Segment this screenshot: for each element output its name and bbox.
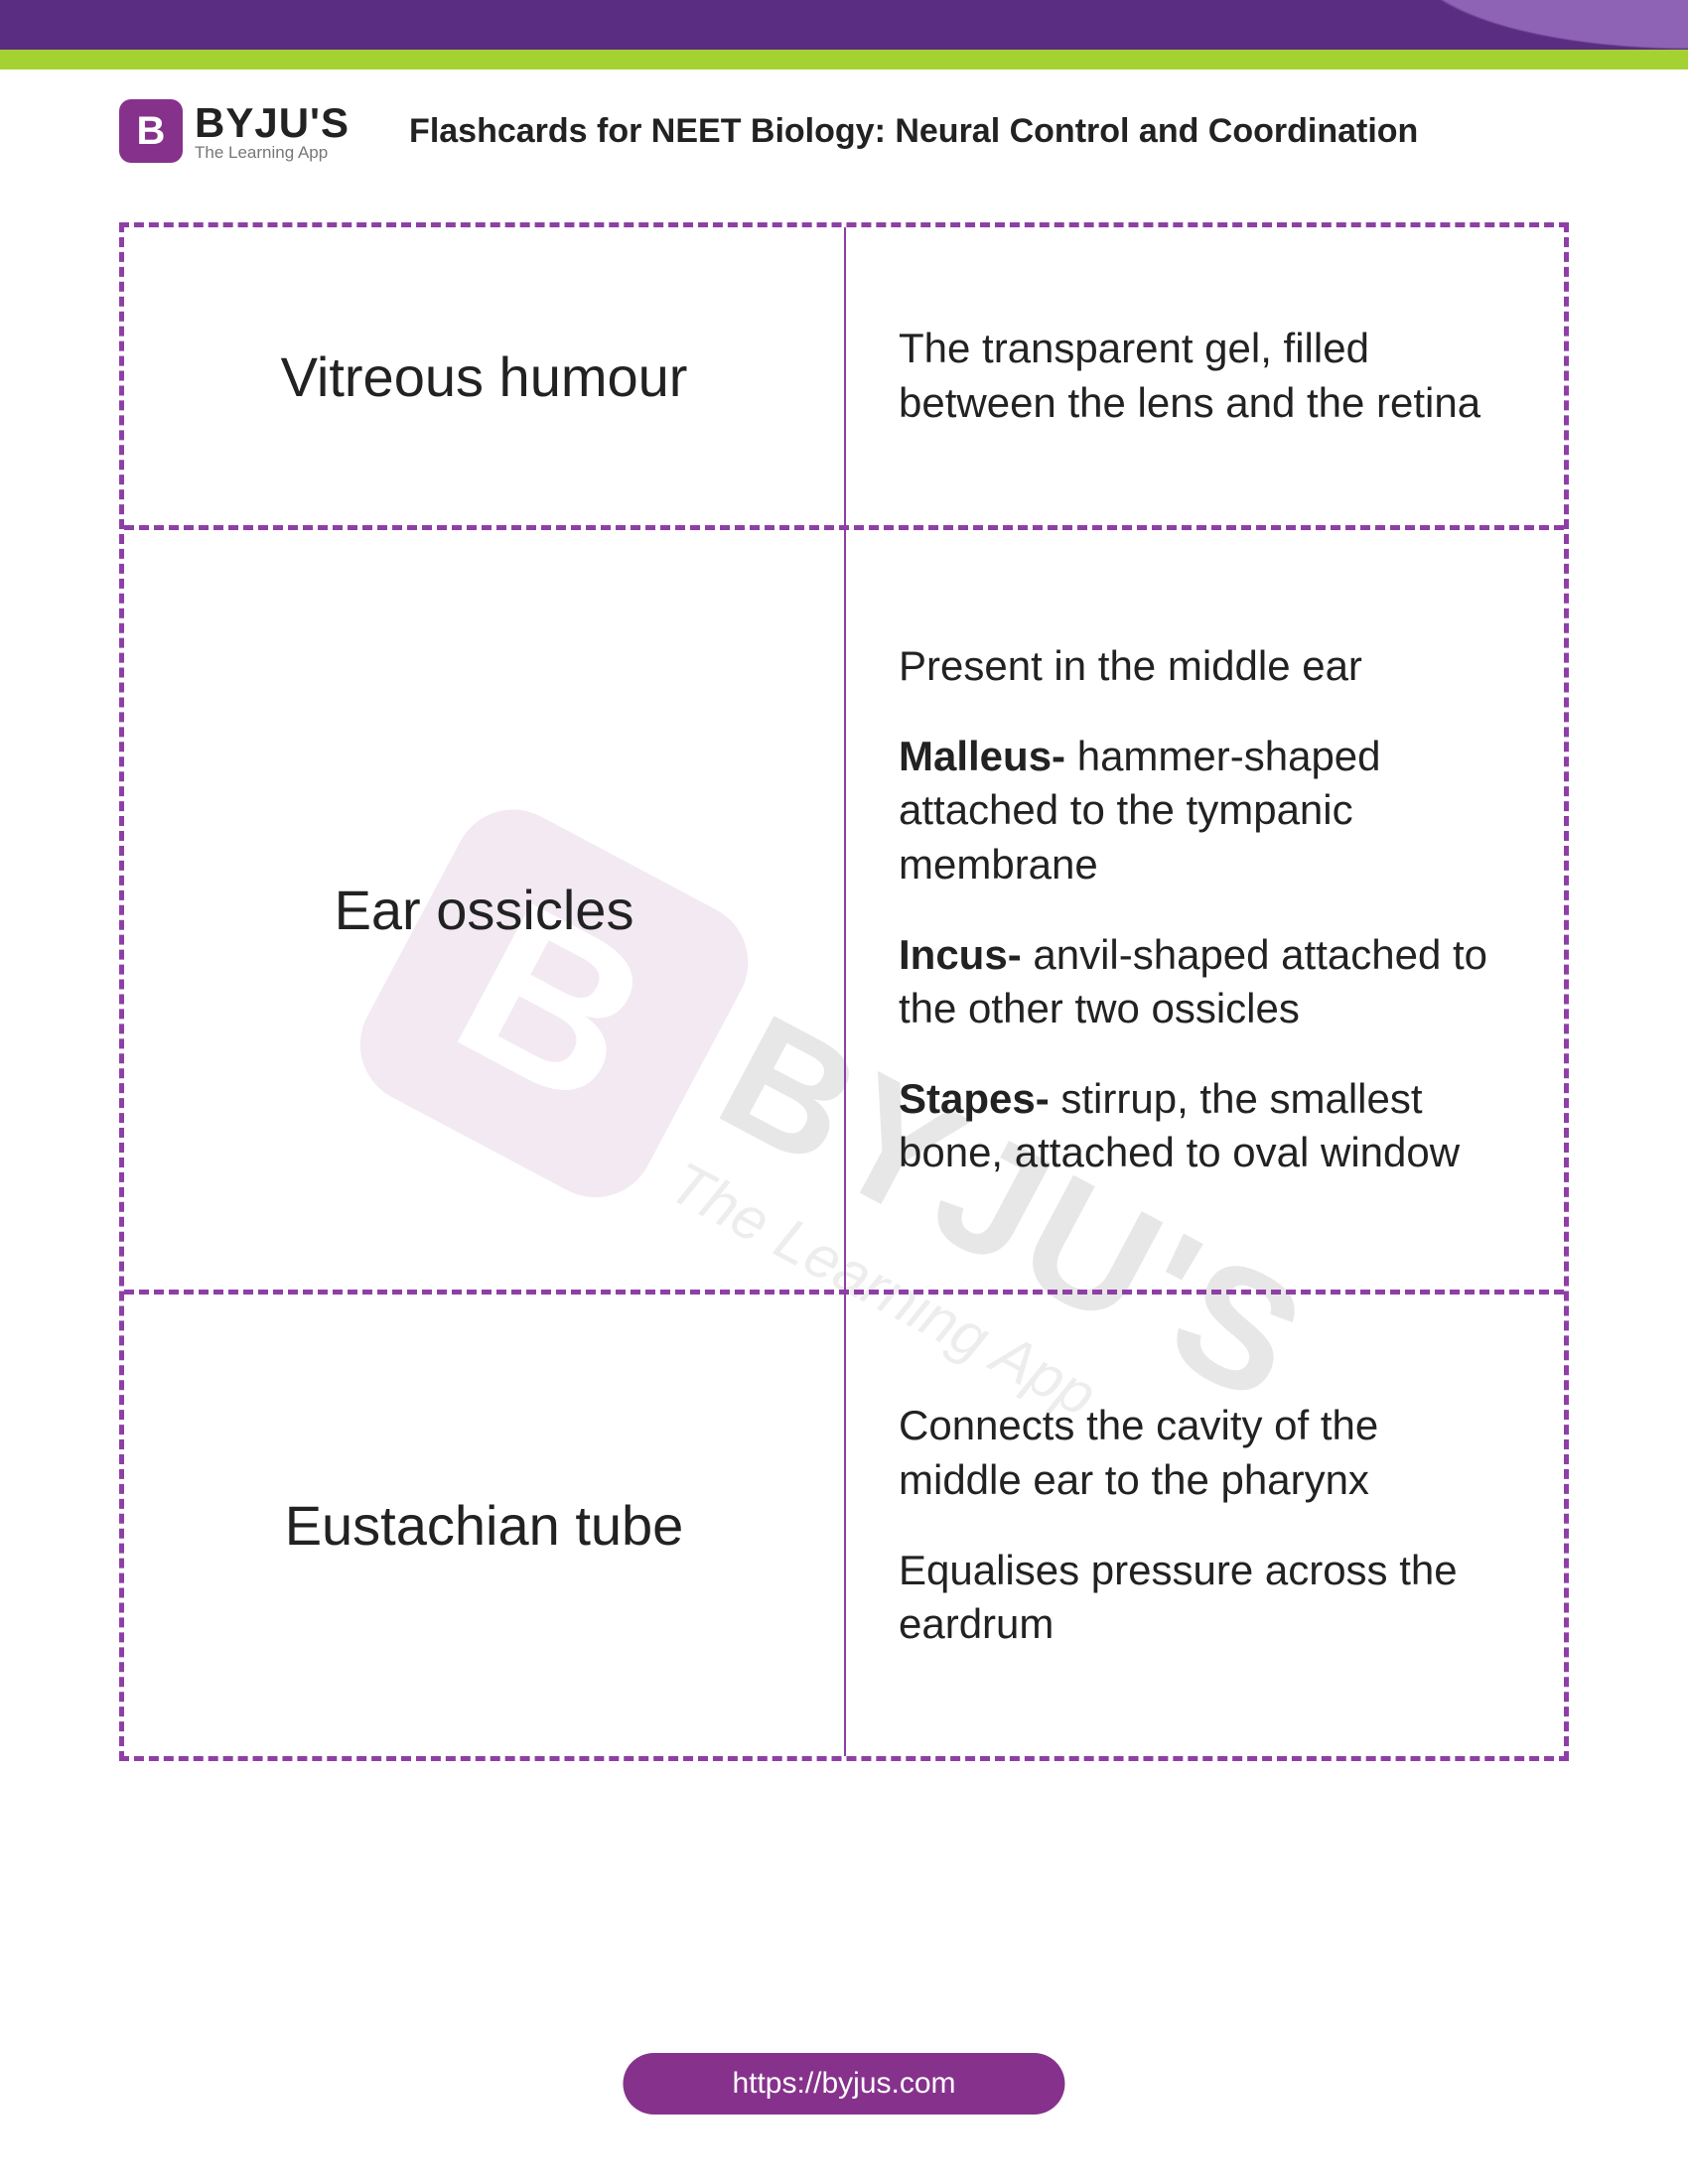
definition-text: Connects the cavity of the middle ear to… <box>899 1402 1378 1503</box>
term-cell: Eustachian tube <box>124 1295 844 1756</box>
banner-swoosh <box>1092 0 1688 69</box>
definition-cell: The transparent gel, filled between the … <box>844 227 1564 525</box>
brand-logo: B BYJU'S The Learning App <box>119 99 350 163</box>
top-banner <box>0 0 1688 69</box>
brand-text-wrap: BYJU'S The Learning App <box>195 99 350 163</box>
definition-line: Present in the middle ear <box>899 639 1509 694</box>
flashcards-table: Vitreous humour The transparent gel, fil… <box>119 222 1569 1761</box>
brand-badge-letter: B <box>137 109 166 154</box>
definition-cell: Present in the middle ear Malleus- hamme… <box>844 530 1564 1290</box>
definition-line: Stapes- stirrup, the smallest bone, atta… <box>899 1072 1509 1180</box>
page-title: Flashcards for NEET Biology: Neural Cont… <box>409 112 1569 151</box>
definition-text: The transparent gel, filled between the … <box>899 325 1480 426</box>
brand-tagline: The Learning App <box>195 143 350 163</box>
definition-text: Present in the middle ear <box>899 642 1362 689</box>
term-text: Eustachian tube <box>179 1493 789 1558</box>
table-row: Ear ossicles Present in the middle ear M… <box>124 525 1564 1290</box>
footer-url: https://byjus.com <box>732 2067 955 2100</box>
brand-name: BYJU'S <box>195 99 350 147</box>
footer-url-pill: https://byjus.com <box>623 2053 1064 2115</box>
definition-text: Equalises pressure across the eardrum <box>899 1547 1458 1648</box>
definition-line: The transparent gel, filled between the … <box>899 322 1509 430</box>
header-row: B BYJU'S The Learning App Flashcards for… <box>0 69 1688 163</box>
definition-bold: Stapes- <box>899 1075 1050 1122</box>
term-cell: Vitreous humour <box>124 227 844 525</box>
definition-bold: Incus- <box>899 931 1022 978</box>
definition-cell: Connects the cavity of the middle ear to… <box>844 1295 1564 1756</box>
term-text: Ear ossicles <box>179 878 789 942</box>
definition-line: Connects the cavity of the middle ear to… <box>899 1399 1509 1507</box>
term-text: Vitreous humour <box>179 344 789 409</box>
definition-line: Incus- anvil-shaped attached to the othe… <box>899 928 1509 1036</box>
table-row: Vitreous humour The transparent gel, fil… <box>124 227 1564 525</box>
term-cell: Ear ossicles <box>124 530 844 1290</box>
definition-bold: Malleus- <box>899 733 1065 779</box>
definition-line: Equalises pressure across the eardrum <box>899 1544 1509 1652</box>
definition-line: Malleus- hammer-shaped attached to the t… <box>899 730 1509 892</box>
table-row: Eustachian tube Connects the cavity of t… <box>124 1290 1564 1756</box>
brand-badge-icon: B <box>119 99 183 163</box>
